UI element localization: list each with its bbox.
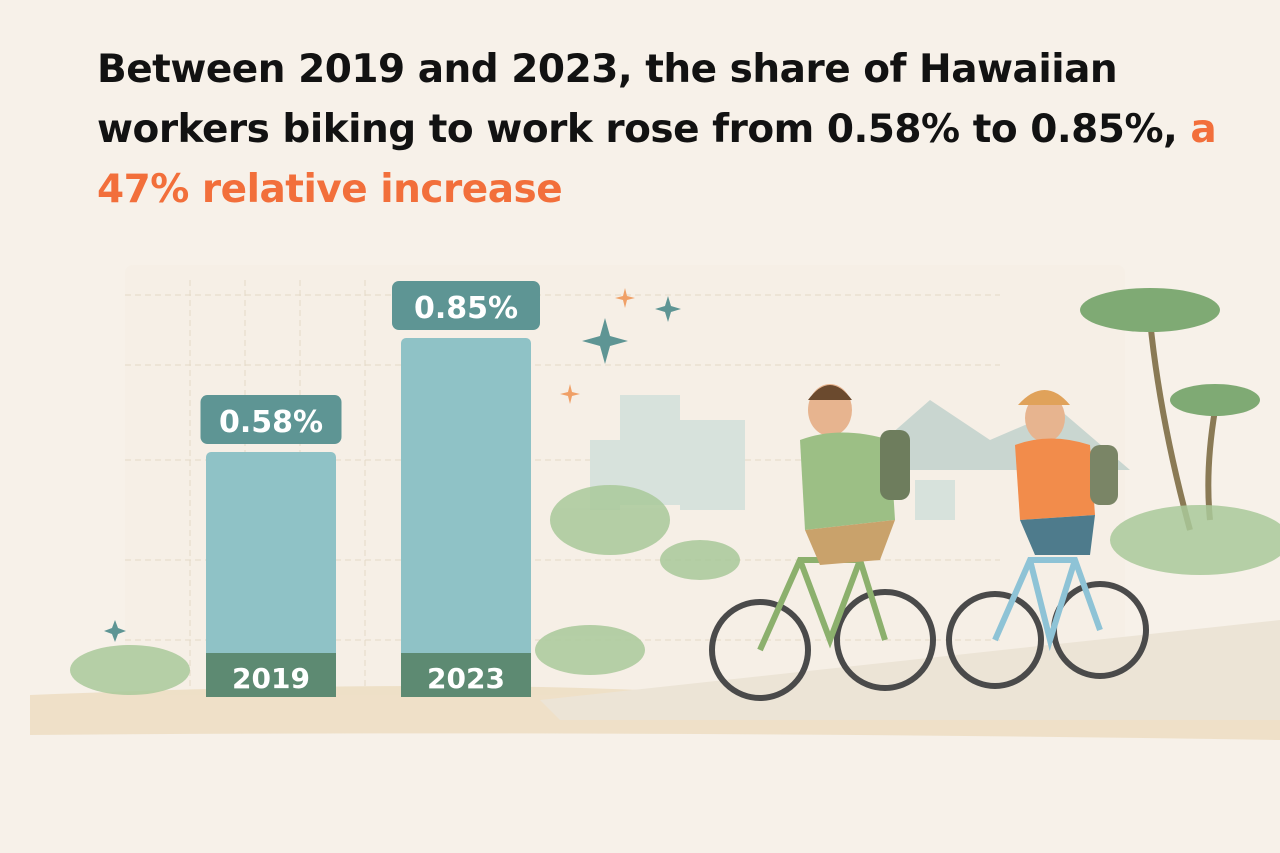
bar-base-2023 xyxy=(401,653,531,697)
data-label-box xyxy=(200,395,342,445)
bar-2019 xyxy=(206,452,336,697)
bar-2023 xyxy=(401,338,531,697)
road xyxy=(540,620,1280,720)
scene-background xyxy=(30,265,1280,740)
headline-highlight: a 47% relative increase xyxy=(97,107,1217,212)
x-tick-label: 2023 xyxy=(427,662,505,695)
headline: Between 2019 and 2023, the share of Hawa… xyxy=(97,40,1217,220)
two-cyclists-icon xyxy=(709,384,1149,701)
bars-layer: 2019 0.58% 2023 0.85% xyxy=(200,281,540,697)
data-label: 0.85% xyxy=(414,291,518,326)
sparkle-icon xyxy=(104,296,681,642)
data-label: 0.58% xyxy=(219,405,323,440)
palm-tree-icon xyxy=(1147,319,1218,531)
headline-text: Between 2019 and 2023, the share of Hawa… xyxy=(97,47,1178,152)
data-label-box xyxy=(392,281,540,330)
palm-fronds xyxy=(1080,288,1260,416)
bushes xyxy=(70,485,1280,695)
sparkle-icon-orange xyxy=(560,288,635,404)
x-tick-label: 2019 xyxy=(232,662,310,695)
bar-base-2019 xyxy=(206,653,336,697)
